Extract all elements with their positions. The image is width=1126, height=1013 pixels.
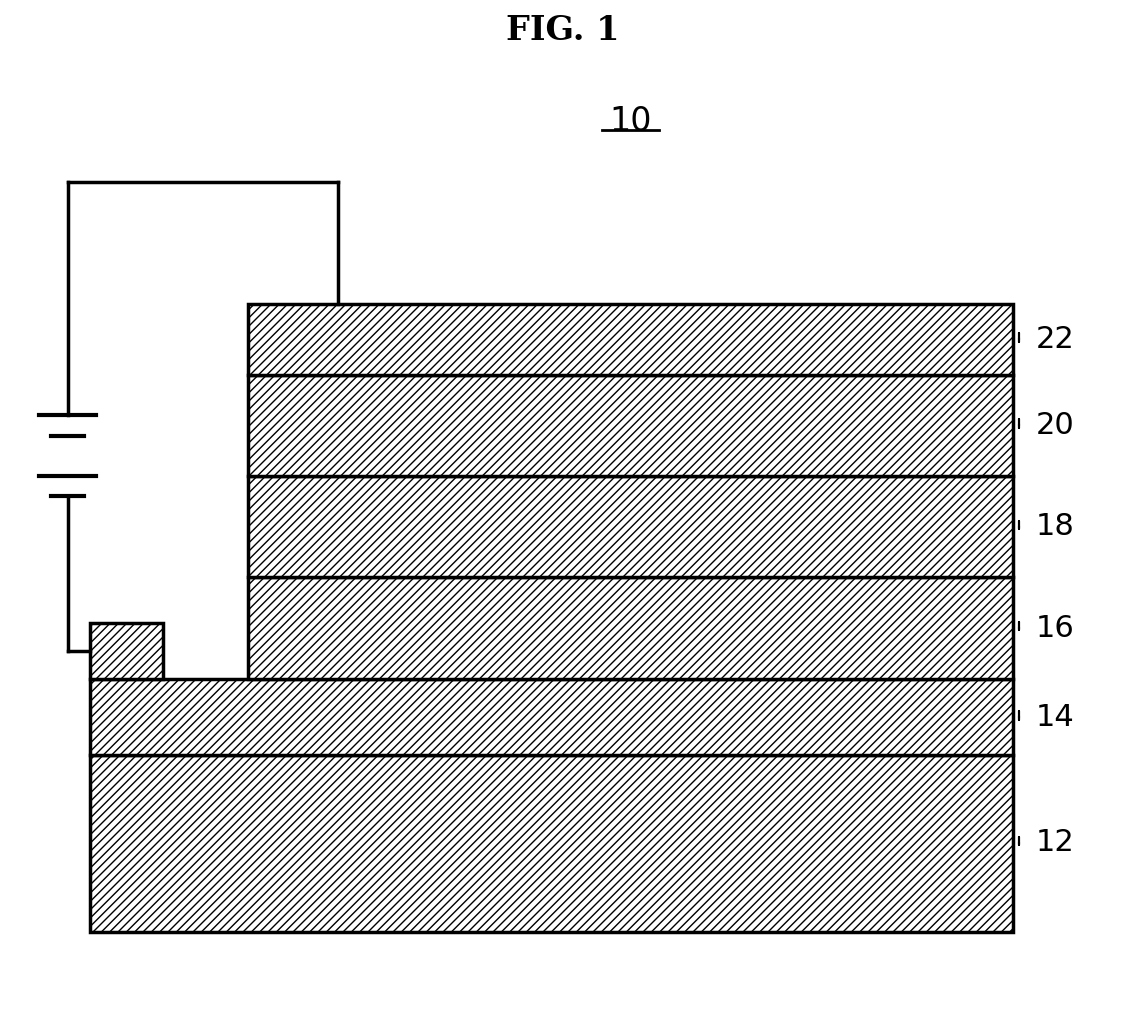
Bar <box>90 679 1013 755</box>
Text: 22: 22 <box>1036 325 1074 354</box>
Text: 12: 12 <box>1036 829 1074 857</box>
Bar <box>248 304 1013 375</box>
Bar <box>90 755 1013 932</box>
Bar <box>248 577 1013 679</box>
Text: 20: 20 <box>1036 411 1074 440</box>
Text: 16: 16 <box>1036 614 1074 642</box>
Text: 10: 10 <box>609 105 652 138</box>
Text: 14: 14 <box>1036 703 1074 731</box>
Bar <box>248 476 1013 577</box>
Text: 18: 18 <box>1036 513 1075 541</box>
Text: FIG. 1: FIG. 1 <box>507 14 619 47</box>
Bar <box>248 375 1013 476</box>
Bar <box>90 623 163 679</box>
